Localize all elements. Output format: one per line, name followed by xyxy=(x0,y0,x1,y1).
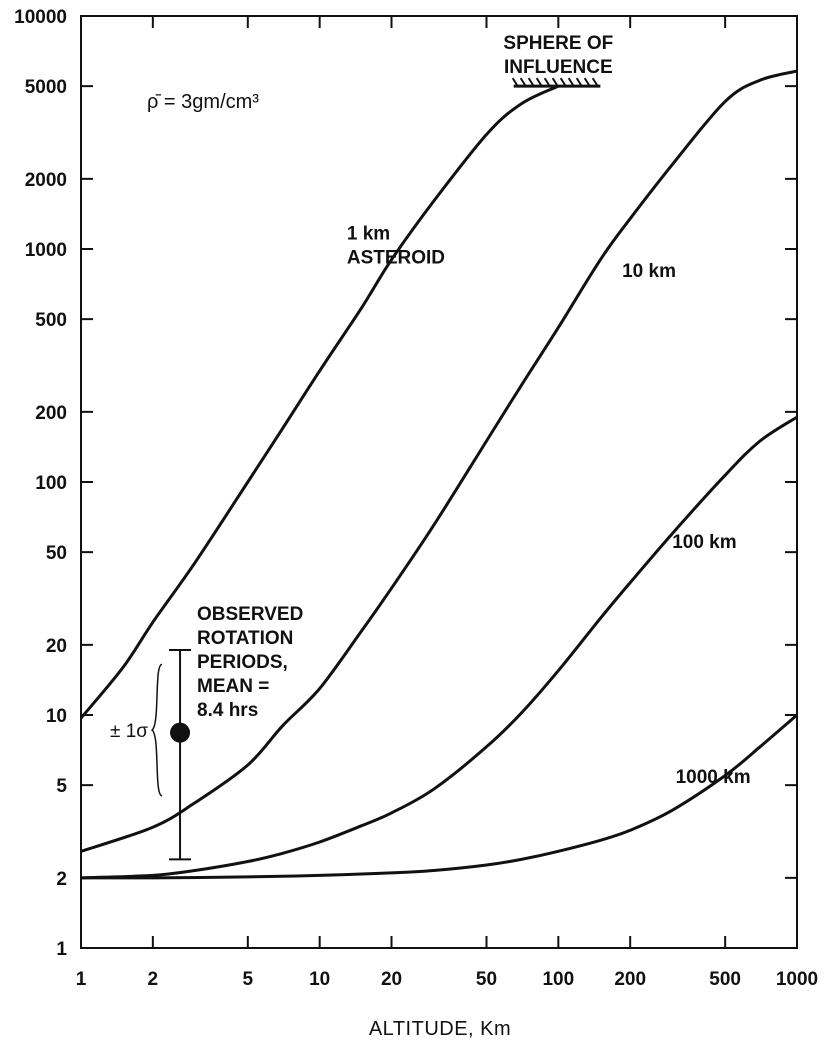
series-line-100km xyxy=(80,415,798,880)
sphere-hatch-mark xyxy=(575,77,583,87)
x-tick-label: 100 xyxy=(542,969,574,990)
y-tick-label: 5 xyxy=(56,776,67,797)
y-tick-label: 50 xyxy=(46,543,67,564)
x-tick-label: 10 xyxy=(309,969,330,990)
series-label: ASTEROID xyxy=(347,247,445,268)
sphere-hatch-mark xyxy=(591,77,599,87)
x-tick-label: 5 xyxy=(243,969,254,990)
x-tick-label: 1000 xyxy=(776,969,818,990)
series-label: 100 km xyxy=(672,532,736,553)
y-tick-label: 2 xyxy=(56,869,67,890)
x-tick-label: 50 xyxy=(476,969,497,990)
density-annotation: ρ̄ = 3gm/cm³ xyxy=(147,91,259,113)
sphere-hatch-mark xyxy=(527,77,535,87)
y-tick-label: 10000 xyxy=(14,7,67,28)
sigma-brace xyxy=(150,663,163,797)
axis-ticks: 1 2 5 10 20 50 100 200 500 1000 1 2 5 10 20 50 100 200 500… xyxy=(14,7,818,990)
series-label: 1000 km xyxy=(676,767,751,788)
sphere-hatch-mark xyxy=(551,77,559,87)
y-tick-label: 1 xyxy=(56,939,67,960)
observed-rotation-label: PERIODS, xyxy=(197,652,288,673)
observed-rotation-label: ROTATION xyxy=(197,628,293,649)
y-tick-label: 5000 xyxy=(25,77,67,98)
series-label: 1 km xyxy=(347,223,390,244)
y-tick-label: 200 xyxy=(35,403,67,424)
sphere-hatch-mark xyxy=(583,77,591,87)
series-group xyxy=(79,69,798,880)
series-line-1km xyxy=(79,84,559,720)
series-label: 10 km xyxy=(622,261,676,282)
x-tick-label: 20 xyxy=(381,969,402,990)
y-tick-label: 20 xyxy=(46,636,67,657)
sphere-hatch-mark xyxy=(519,77,527,87)
mean-marker xyxy=(170,722,191,743)
sphere-of-influence-label: SPHERE OF xyxy=(503,33,613,54)
observed-rotation-label: OBSERVED xyxy=(197,604,303,625)
sphere-of-influence-label: INFLUENCE xyxy=(504,57,613,78)
x-tick-label: 2 xyxy=(148,969,159,990)
y-tick-label: 500 xyxy=(35,310,67,331)
sphere-hatch-mark xyxy=(567,77,575,87)
y-tick-label: 1000 xyxy=(25,240,67,261)
observed-rotation-label: MEAN = xyxy=(197,676,269,697)
x-axis-title: ALTITUDE, Km xyxy=(369,1018,511,1040)
sphere-hatch-mark xyxy=(559,77,567,87)
annotations-group: 1 km ASTEROID 10 km 100 km 1000 km ρ̄ = 3gm/c… xyxy=(110,33,751,861)
x-tick-label: 200 xyxy=(614,969,646,990)
series-line-10km xyxy=(80,69,798,853)
y-tick-label: 2000 xyxy=(25,170,67,191)
y-tick-label: 100 xyxy=(35,473,67,494)
x-tick-label: 500 xyxy=(709,969,741,990)
x-tick-label: 1 xyxy=(76,969,87,990)
y-tick-label: 10 xyxy=(46,706,67,727)
series-line-1000km xyxy=(80,713,798,880)
observed-rotation-label: 8.4 hrs xyxy=(197,700,258,721)
sigma-label: ± 1σ xyxy=(110,721,148,742)
sphere-hatch-mark xyxy=(543,77,551,87)
sphere-hatch-mark xyxy=(535,77,543,87)
sphere-hatch-mark xyxy=(511,77,519,87)
